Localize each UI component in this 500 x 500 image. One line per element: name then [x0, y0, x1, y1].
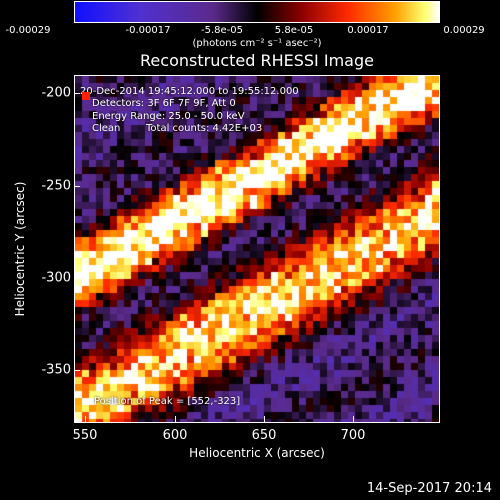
plot-timestamp: 14-Sep-2017 20:14: [366, 481, 492, 496]
y-tick-mark: [74, 370, 80, 371]
colorbar-tick-label: -5.8e-05: [201, 25, 243, 36]
y-axis-label: Heliocentric Y (arcsec): [13, 181, 27, 317]
peak-position-label: Position of Peak = [552,-323]: [94, 396, 241, 407]
colorbar: [74, 1, 440, 23]
colorbar-tick-label: 0.00029: [443, 25, 485, 36]
colorbar-tick-label: 0.00017: [347, 25, 389, 36]
x-tick-label: 700: [340, 428, 366, 443]
x-axis-label: Heliocentric X (arcsec): [189, 446, 325, 460]
colorbar-tick-label: 5.8e-05: [274, 25, 314, 36]
method-label: Clean: [92, 123, 121, 134]
x-tick-label: 600: [162, 428, 188, 443]
y-tick-label: -300: [41, 270, 71, 286]
x-tick-mark: [353, 416, 354, 422]
y-tick-mark: [74, 186, 80, 187]
total-counts-label: Total counts: 4.42E+03: [146, 123, 263, 134]
x-tick-label: 650: [251, 428, 277, 443]
colorbar-tick-label: -0.00029: [5, 25, 51, 36]
colorbar-tick-label: -0.00017: [125, 25, 171, 36]
x-tick-mark: [175, 416, 176, 422]
y-tick-mark: [74, 278, 80, 279]
y-tick-label: -350: [41, 362, 71, 378]
x-tick-mark: [85, 416, 86, 422]
energy-range-label: Energy Range: 25.0 - 50.0 keV: [92, 111, 245, 122]
y-tick-mark: [74, 93, 80, 94]
plot-title: Reconstructed RHESSI Image: [140, 51, 374, 70]
rhessi-image: [75, 76, 439, 422]
time-range-label: 20-Dec-2014 19:45:12.000 to 19:55:12.000: [80, 86, 299, 97]
detectors-label: Detectors: 3F 6F 7F 9F, Att 0: [92, 98, 236, 109]
x-tick-label: 550: [72, 428, 98, 443]
x-tick-mark: [264, 416, 265, 422]
colorbar-units-label: (photons cm⁻² s⁻¹ asec⁻²): [192, 38, 322, 49]
plot-frame: [74, 75, 440, 423]
legend-marker: [82, 92, 90, 100]
y-tick-label: -250: [41, 178, 71, 194]
y-tick-label: -200: [41, 85, 71, 101]
